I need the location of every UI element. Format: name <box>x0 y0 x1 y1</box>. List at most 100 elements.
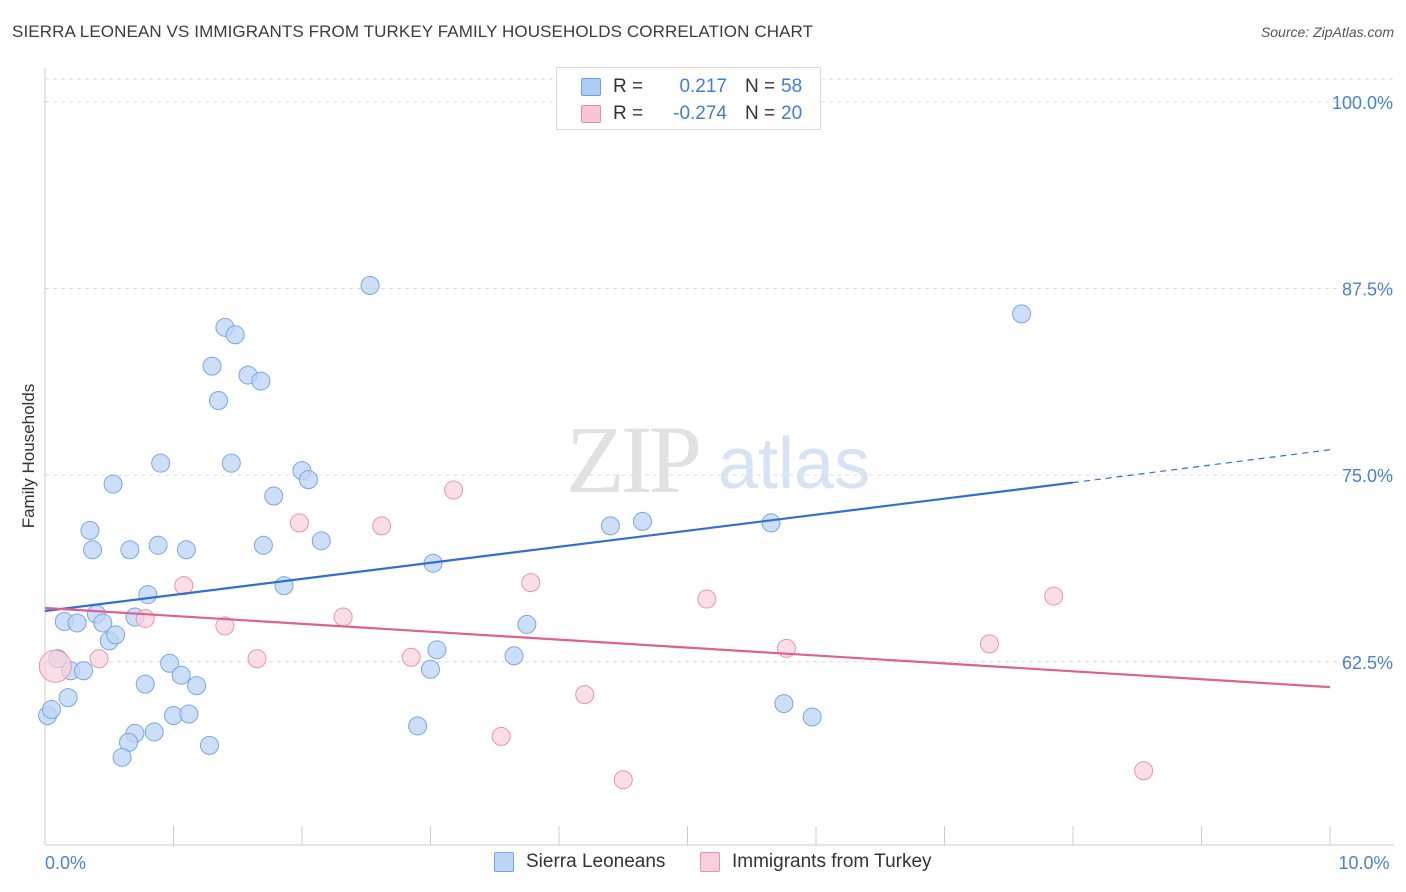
point-immigrant-turkey <box>979 634 999 654</box>
legend-item-sierra-leoneans[interactable]: Sierra Leoneans <box>494 851 665 873</box>
point-sierra-leonean <box>106 625 126 645</box>
legend-row-immigrants-turkey: R = -0.274 N = 20 <box>581 102 802 126</box>
point-sierra-leonean <box>58 688 78 708</box>
point-immigrant-turkey <box>444 480 464 500</box>
point-sierra-leonean <box>225 325 245 345</box>
point-sierra-leonean <box>264 486 284 506</box>
point-immigrant-turkey <box>38 649 72 683</box>
point-sierra-leonean <box>298 470 318 490</box>
legend-n-value: 20 <box>781 103 803 124</box>
x-tick-label: 10.0% <box>1338 853 1389 873</box>
point-immigrant-turkey <box>215 616 235 636</box>
point-sierra-leonean <box>171 665 191 685</box>
legend-r-value: -0.274 <box>673 103 727 124</box>
legend-swatch-pink <box>700 852 720 872</box>
point-immigrant-turkey <box>491 726 511 746</box>
y-tick-label: 75.0% <box>1342 466 1393 486</box>
point-sierra-leonean <box>633 511 653 531</box>
trendline-sierra-leonean-extension <box>1072 449 1331 484</box>
point-sierra-leonean <box>421 659 440 679</box>
legend-label: Sierra Leoneans <box>526 851 666 872</box>
point-sierra-leonean <box>360 276 380 296</box>
point-sierra-leonean <box>202 356 222 376</box>
chart-title: SIERRA LEONEAN VS IMMIGRANTS FROM TURKEY… <box>12 22 814 41</box>
point-sierra-leonean <box>93 613 113 633</box>
point-sierra-leonean <box>408 716 428 736</box>
trendline-immigrant-turkey <box>44 606 1331 689</box>
point-sierra-leonean <box>120 540 140 560</box>
watermark: ZIP atlas <box>566 406 870 513</box>
legend-r-label: R = <box>613 103 644 124</box>
point-sierra-leonean <box>1012 304 1032 324</box>
point-sierra-leonean <box>187 676 207 696</box>
legend-r-value: 0.217 <box>679 76 727 97</box>
point-sierra-leonean <box>179 704 199 724</box>
legend-n-label: N = <box>745 103 776 124</box>
point-sierra-leonean <box>208 390 228 410</box>
legend-label: Immigrants from Turkey <box>732 851 932 872</box>
point-immigrant-turkey <box>372 516 392 536</box>
point-sierra-leonean <box>83 540 103 560</box>
point-sierra-leonean <box>176 540 196 560</box>
point-sierra-leonean <box>41 700 61 720</box>
legend-item-immigrants-turkey[interactable]: Immigrants from Turkey <box>700 851 932 873</box>
point-immigrant-turkey <box>1134 761 1154 781</box>
y-axis-label: Family Households <box>19 384 38 529</box>
legend-row-sierra-leoneans: R = 0.217 N = 58 <box>581 75 802 99</box>
axes <box>44 68 1394 846</box>
y-tick-label: 100.0% <box>1332 93 1393 113</box>
legend-swatch-pink <box>581 105 601 123</box>
point-sierra-leonean <box>774 694 794 714</box>
legend-r-label: R = <box>613 76 644 97</box>
x-tick-label: 0.0% <box>45 853 86 873</box>
point-immigrant-turkey <box>697 589 717 609</box>
trendline-sierra-leonean <box>44 481 1074 613</box>
point-immigrant-turkey <box>289 513 309 533</box>
y-tick-label: 62.5% <box>1342 653 1393 673</box>
point-sierra-leonean <box>135 674 155 694</box>
point-immigrant-turkey <box>575 685 595 705</box>
point-sierra-leonean <box>112 747 132 767</box>
point-sierra-leonean <box>144 722 164 742</box>
point-sierra-leonean <box>221 453 241 473</box>
point-sierra-leonean <box>138 585 158 605</box>
point-sierra-leonean <box>311 531 331 551</box>
point-immigrant-turkey <box>135 608 155 628</box>
point-immigrant-turkey <box>401 647 421 667</box>
point-sierra-leonean <box>517 614 537 634</box>
watermark-zip: ZIP <box>566 406 699 513</box>
point-immigrant-turkey <box>89 649 109 669</box>
point-sierra-leonean <box>67 613 87 633</box>
watermark-atlas: atlas <box>718 424 870 504</box>
point-sierra-leonean <box>427 640 447 660</box>
series-legend: Sierra Leoneans Immigrants from Turkey <box>0 851 1406 877</box>
point-sierra-leonean <box>199 735 219 755</box>
legend-swatch-blue <box>494 852 514 872</box>
point-immigrant-turkey <box>613 770 633 790</box>
legend-n-value: 58 <box>781 76 803 97</box>
point-sierra-leonean <box>74 661 94 681</box>
point-immigrant-turkey <box>521 573 541 593</box>
point-sierra-leonean <box>151 453 171 473</box>
y-tick-label: 87.5% <box>1342 279 1393 299</box>
trendlines <box>44 449 1331 689</box>
source-label: Source: ZipAtlas.com <box>1260 24 1394 40</box>
point-sierra-leonean <box>251 371 271 391</box>
point-sierra-leonean <box>80 520 100 540</box>
legend-n-label: N = <box>745 76 776 97</box>
point-sierra-leonean <box>802 707 822 727</box>
point-immigrant-turkey <box>1044 586 1064 606</box>
series <box>38 276 1154 790</box>
point-sierra-leonean <box>761 513 781 533</box>
point-sierra-leonean <box>253 535 273 555</box>
point-sierra-leonean <box>160 653 180 673</box>
stats-legend: R = 0.217 N = 58 R = -0.274 N = 20 <box>556 67 821 130</box>
point-immigrant-turkey <box>333 607 353 627</box>
point-sierra-leonean <box>148 535 168 555</box>
point-immigrant-turkey <box>247 649 267 669</box>
point-sierra-leonean <box>600 516 620 536</box>
point-sierra-leonean <box>103 474 123 494</box>
point-sierra-leonean <box>504 646 524 666</box>
axis-labels: 62.5% 75.0% 87.5% 100.0% 0.0% 10.0% Family Hou… <box>19 93 1393 873</box>
